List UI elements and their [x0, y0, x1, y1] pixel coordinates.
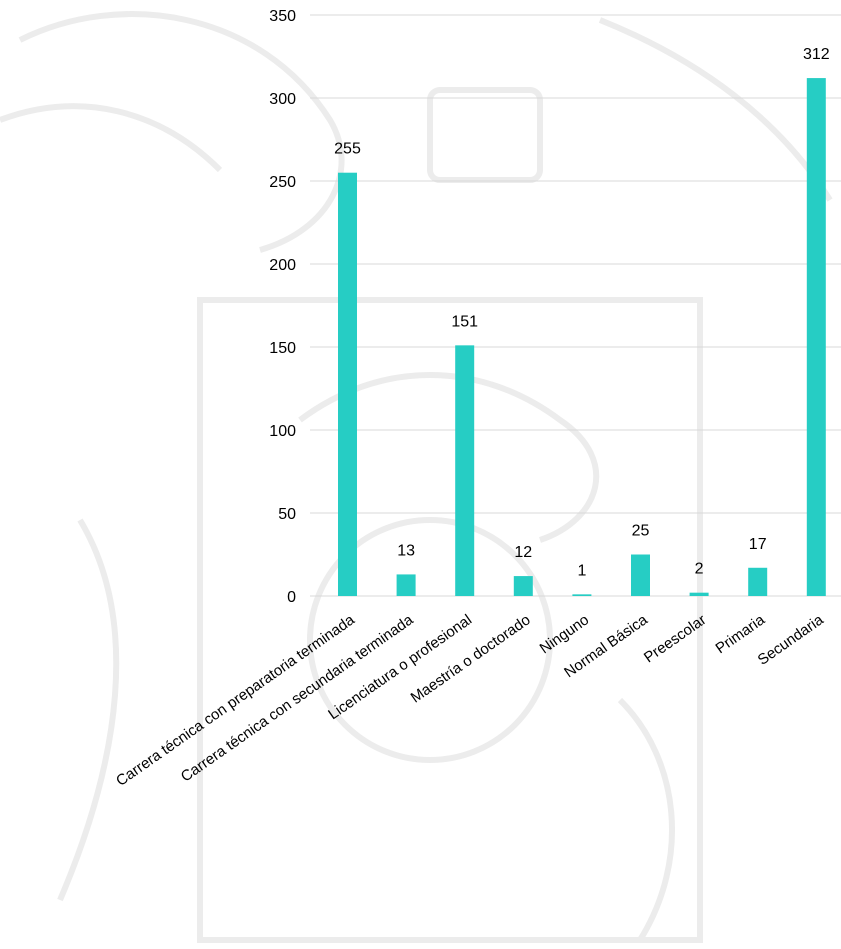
data-label: 17	[749, 536, 767, 553]
data-label: 12	[514, 544, 532, 561]
y-tick-label: 150	[269, 340, 296, 357]
x-tick-label: Carrera técnica con secundaria terminada	[178, 611, 417, 786]
x-axis-ticks: Carrera técnica con preparatoria termina…	[113, 611, 827, 790]
gridlines	[310, 14, 841, 597]
x-tick-label: Secundaria	[755, 611, 827, 669]
data-labels: 255 13 151 12 1 25 2 17 312	[334, 46, 830, 579]
x-tick-label: Carrera técnica con preparatoria termina…	[113, 611, 358, 790]
bar	[572, 594, 592, 596]
data-label: 1	[577, 562, 586, 579]
bar	[748, 567, 768, 596]
data-label: 151	[451, 313, 478, 330]
bar	[806, 78, 826, 596]
data-label: 255	[334, 141, 361, 158]
y-tick-label: 300	[269, 91, 296, 108]
data-label: 13	[397, 542, 415, 559]
y-tick-label: 200	[269, 257, 296, 274]
data-label: 312	[803, 46, 830, 63]
y-tick-label: 350	[269, 8, 296, 25]
bar	[396, 574, 416, 596]
y-axis-ticks: 0 50 100 150 200 250 300 350	[269, 8, 296, 606]
y-tick-label: 250	[269, 174, 296, 191]
bar	[455, 345, 475, 596]
background-watermark	[0, 11, 833, 943]
y-tick-label: 0	[287, 589, 296, 606]
y-tick-label: 50	[278, 506, 296, 523]
data-label: 25	[632, 523, 650, 540]
bar	[338, 172, 357, 596]
bars	[338, 78, 826, 596]
bar	[631, 554, 650, 596]
y-tick-label: 100	[269, 423, 296, 440]
bar	[689, 592, 709, 596]
data-label: 2	[695, 561, 704, 578]
bar	[513, 576, 533, 596]
